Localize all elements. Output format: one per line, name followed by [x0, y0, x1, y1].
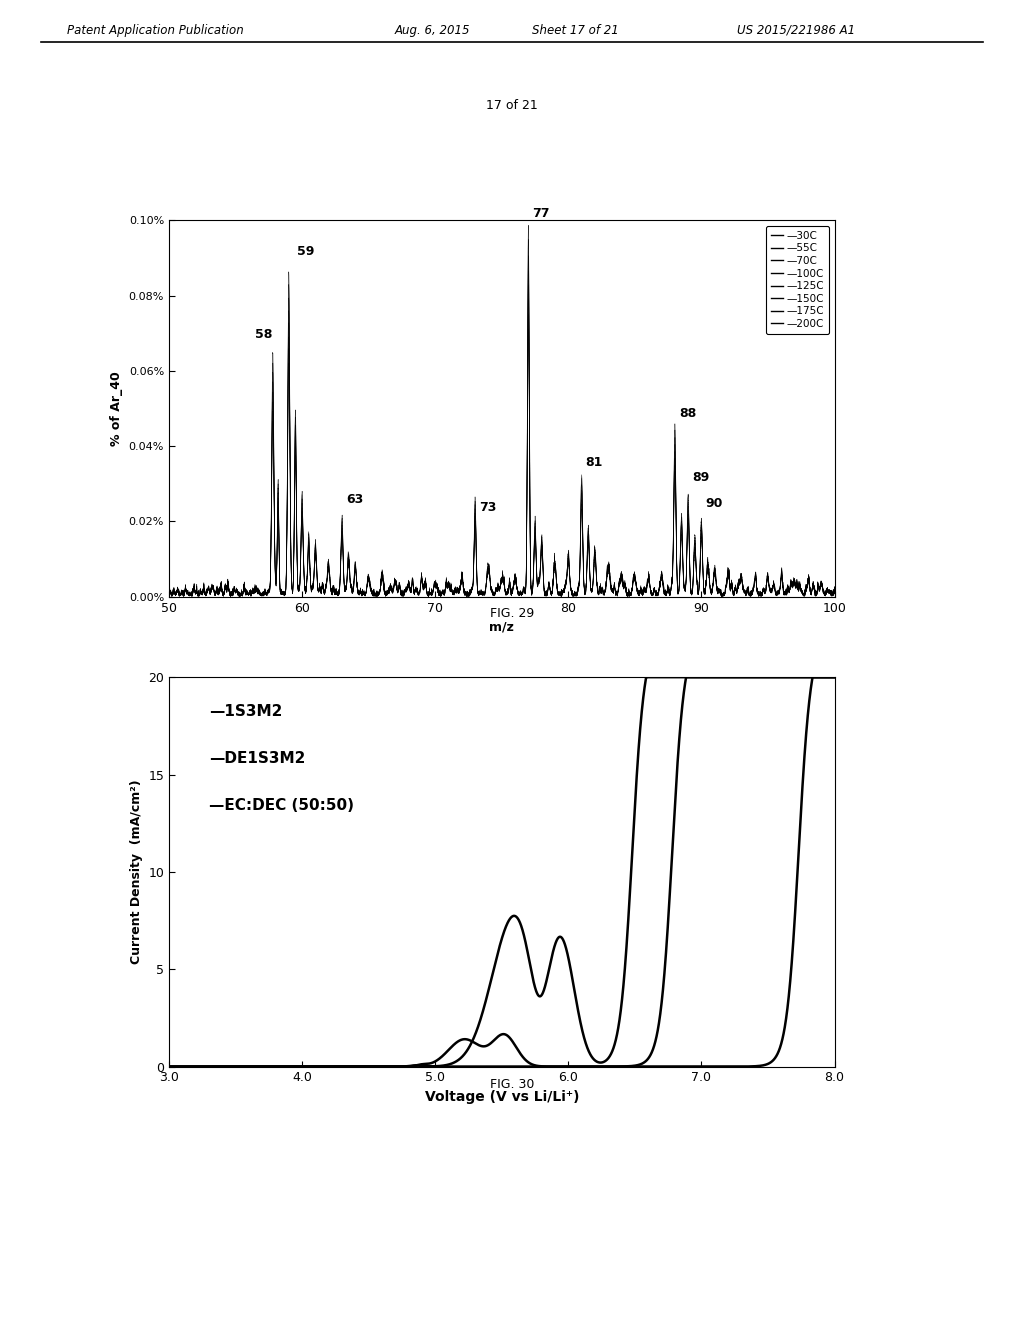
- Text: 59: 59: [297, 246, 314, 259]
- Text: Sheet 17 of 21: Sheet 17 of 21: [532, 24, 620, 37]
- Text: —EC:DEC (50:50): —EC:DEC (50:50): [209, 797, 354, 813]
- X-axis label: Voltage (V vs Li/Li⁺): Voltage (V vs Li/Li⁺): [425, 1090, 579, 1104]
- Text: 88: 88: [679, 407, 696, 420]
- Text: 73: 73: [479, 500, 497, 513]
- Text: Patent Application Publication: Patent Application Publication: [67, 24, 244, 37]
- Y-axis label: Current Density  (mA/cm²): Current Density (mA/cm²): [130, 780, 142, 964]
- Text: FIG. 30: FIG. 30: [489, 1078, 535, 1092]
- Y-axis label: % of Ar_40: % of Ar_40: [111, 371, 123, 446]
- Text: 77: 77: [532, 207, 550, 220]
- Text: —DE1S3M2: —DE1S3M2: [209, 751, 305, 766]
- Text: US 2015/221986 A1: US 2015/221986 A1: [737, 24, 855, 37]
- Text: 81: 81: [586, 455, 603, 469]
- X-axis label: m/z: m/z: [489, 620, 514, 634]
- Text: Aug. 6, 2015: Aug. 6, 2015: [394, 24, 470, 37]
- Text: 90: 90: [706, 498, 723, 510]
- Text: 58: 58: [256, 327, 272, 341]
- Text: —1S3M2: —1S3M2: [209, 705, 283, 719]
- Text: FIG. 29: FIG. 29: [489, 607, 535, 620]
- Text: 63: 63: [346, 494, 364, 507]
- Text: 17 of 21: 17 of 21: [486, 99, 538, 112]
- Text: 89: 89: [692, 471, 710, 483]
- Legend: —30C, —55C, —70C, —100C, —125C, —150C, —175C, —200C: —30C, —55C, —70C, —100C, —125C, —150C, —…: [766, 226, 829, 334]
